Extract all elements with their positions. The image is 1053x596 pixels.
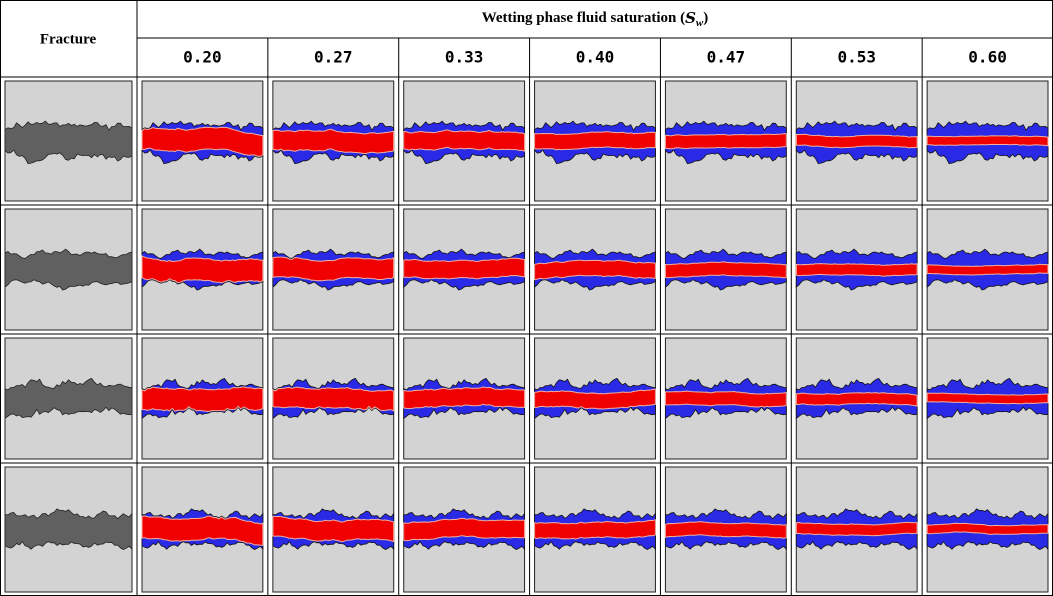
wetting-phase <box>273 387 394 411</box>
wetting-phase <box>927 523 1048 534</box>
wetting-phase <box>927 393 1048 404</box>
cell-image <box>142 338 263 459</box>
wetting-phase <box>404 387 525 409</box>
group-close: ) <box>703 10 708 26</box>
cell-image <box>273 209 394 330</box>
wetting-phase <box>535 520 656 539</box>
wetting-phase <box>665 134 786 149</box>
saturation-header: 0.40 <box>576 48 615 67</box>
cell-image <box>142 81 263 201</box>
cell-image <box>273 467 394 592</box>
cell-image <box>927 81 1048 201</box>
saturation-header: 0.53 <box>837 48 876 67</box>
wetting-phase <box>796 393 917 407</box>
saturation-header: 0.60 <box>968 48 1007 67</box>
cell-image <box>5 467 132 592</box>
wetting-phase <box>796 522 917 535</box>
wetting-phase <box>142 256 263 283</box>
saturation-header: 0.47 <box>707 48 746 67</box>
cell-image <box>665 338 786 459</box>
fracture <box>5 121 132 164</box>
wetting-phase <box>665 391 786 407</box>
cell-image <box>404 467 525 592</box>
wetting-phase <box>273 129 394 153</box>
cell-image <box>665 467 786 592</box>
wetting-phase <box>927 136 1048 146</box>
wetting-phase <box>796 264 917 277</box>
cell-image <box>273 81 394 201</box>
wetting-phase <box>535 132 656 150</box>
saturation-header: 0.33 <box>445 48 484 67</box>
cell-image <box>5 81 132 201</box>
cell-image <box>535 81 656 201</box>
cell-image <box>273 338 394 459</box>
wetting-phase <box>404 130 525 151</box>
cell-image <box>535 209 656 330</box>
cell-image <box>927 467 1048 592</box>
cell-image <box>927 338 1048 459</box>
cell-image <box>404 209 525 330</box>
wetting-phase <box>665 262 786 278</box>
figure-table: Fracture Wetting phase fluid saturation … <box>0 0 1053 596</box>
wetting-phase <box>796 134 917 148</box>
saturation-header: 0.20 <box>183 48 222 67</box>
cell-image <box>796 81 917 201</box>
fracture-header: Fracture <box>40 31 97 47</box>
saturation-header: 0.27 <box>314 48 353 67</box>
group-text: Wetting phase fluid saturation ( <box>482 10 685 26</box>
wetting-phase <box>665 522 786 539</box>
cell-image <box>796 467 917 592</box>
wetting-phase <box>273 257 394 281</box>
wetting-phase <box>404 258 525 279</box>
cell-image <box>142 467 263 592</box>
wetting-phase <box>142 387 263 412</box>
wetting-phase <box>927 264 1048 275</box>
cell-image <box>404 338 525 459</box>
cell-image <box>535 467 656 592</box>
group-header: Wetting phase fluid saturation (Sw) <box>482 9 709 29</box>
cell-image <box>796 338 917 459</box>
cell-image <box>535 338 656 459</box>
cell-image <box>665 209 786 330</box>
cell-image <box>796 209 917 330</box>
symbol: S <box>685 9 696 27</box>
cell-image <box>142 209 263 330</box>
cell-image <box>404 81 525 201</box>
cell-image <box>5 209 132 330</box>
wetting-phase <box>273 516 394 541</box>
page: {"header": {"fracture_label": "Fracture"… <box>0 0 1053 596</box>
cell-image <box>5 338 132 459</box>
cell-image <box>927 209 1048 330</box>
cell-image <box>665 81 786 201</box>
